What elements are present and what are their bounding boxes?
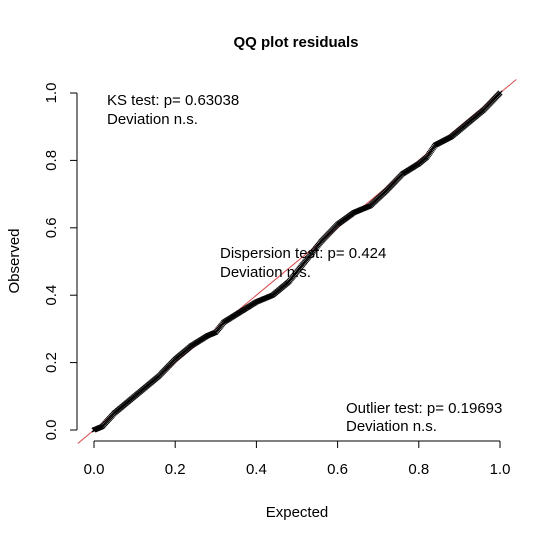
y-tick-label: 0.8 [43, 150, 60, 171]
dispersion-test-annotation: Dispersion test: p= 0.424 Deviation n.s. [220, 245, 386, 281]
x-axis-label: Expected [266, 504, 329, 521]
dispersion-test-line2: Deviation n.s. [220, 264, 311, 281]
y-tick-label: 0.0 [43, 420, 60, 441]
y-axis-ticks: 0.0 0.2 0.4 0.6 0.8 1.0 [43, 83, 77, 441]
outlier-test-annotation: Outlier test: p= 0.19693 Deviation n.s. [346, 400, 502, 435]
ks-test-line1: KS test: p= 0.63038 [107, 92, 239, 109]
outlier-test-line2: Deviation n.s. [346, 418, 437, 435]
y-tick-label: 0.4 [43, 285, 60, 306]
outlier-test-line1: Outlier test: p= 0.19693 [346, 400, 502, 417]
x-tick-label: 0.8 [408, 461, 429, 478]
y-tick-label: 0.2 [43, 352, 60, 373]
x-tick-label: 0.2 [165, 461, 186, 478]
x-tick-label: 0.6 [327, 461, 348, 478]
axes [76, 93, 500, 442]
x-tick-label: 0.4 [246, 461, 267, 478]
dispersion-test-line1: Dispersion test: p= 0.424 [220, 245, 386, 262]
data-point [497, 90, 503, 96]
ks-test-line2: Deviation n.s. [107, 111, 198, 128]
x-axis-ticks: 0.0 0.2 0.4 0.6 0.8 1.0 [84, 441, 511, 478]
plot-area [77, 79, 517, 444]
y-axis-label: Observed [6, 228, 23, 293]
ks-test-annotation: KS test: p= 0.63038 Deviation n.s. [107, 92, 239, 128]
y-tick-label: 1.0 [43, 83, 60, 104]
chart-title: QQ plot residuals [233, 34, 358, 51]
x-tick-label: 1.0 [490, 461, 511, 478]
y-tick-label: 0.6 [43, 217, 60, 238]
x-tick-label: 0.0 [84, 461, 105, 478]
